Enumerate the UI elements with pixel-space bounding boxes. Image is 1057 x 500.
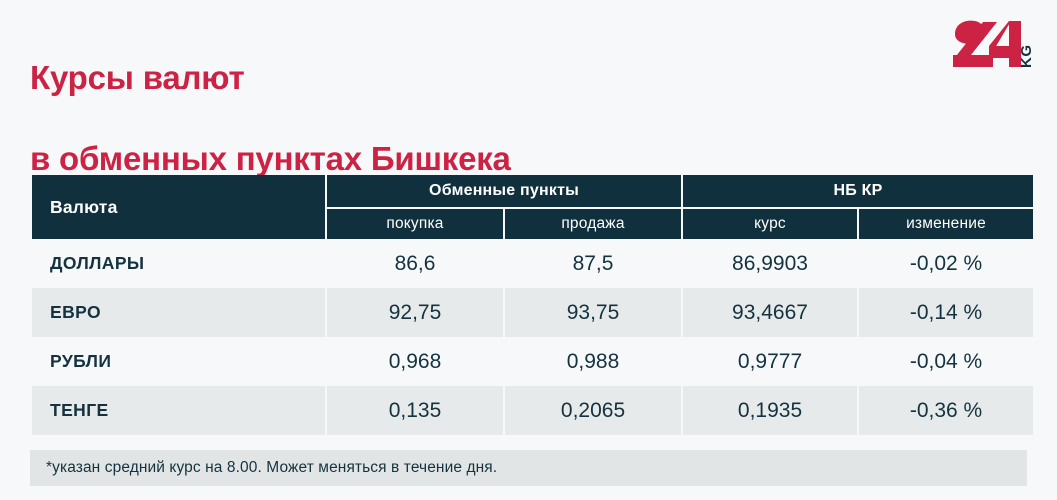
logo-24-mark	[953, 20, 1021, 67]
page-title-line-1: Курсы валют	[30, 59, 245, 97]
cell-rate: 86,9903	[683, 239, 858, 288]
cell-change: -0,02 %	[859, 239, 1034, 288]
cell-buy: 0,968	[327, 337, 503, 386]
column-group-national-bank: НБ КР	[683, 175, 1034, 209]
logo-kg-mark: KG	[1018, 45, 1035, 69]
table-header-group-row: Валюта Обменные пункты НБ КР	[32, 175, 1034, 239]
page-title: Курсы валют в обменных пунктах Бишкека	[30, 18, 1027, 219]
column-header-sell: продажа	[505, 209, 682, 239]
cell-rate: 0,9777	[683, 337, 858, 386]
cell-buy: 0,135	[327, 386, 503, 435]
table-row: РУБЛИ 0,968 0,988 0,9777 -0,04 %	[32, 337, 1034, 386]
column-header-buy: покупка	[327, 209, 503, 239]
page-title-line-2: в обменных пунктах Бишкека	[30, 139, 511, 177]
column-group-exchange-points: Обменные пункты	[327, 175, 682, 209]
cell-sell: 0,988	[505, 337, 682, 386]
table-header-sub-row: покупка продажа курс изменение	[32, 209, 1034, 239]
table-row: ТЕНГЕ 0,135 0,2065 0,1935 -0,36 %	[32, 386, 1034, 435]
cell-currency: ЕВРО	[32, 288, 325, 337]
table-head: Валюта Обменные пункты НБ КР покупка про…	[32, 175, 1034, 239]
footnote-text: *указан средний курс на 8.00. Может меня…	[46, 459, 498, 476]
cell-rate: 0,1935	[683, 386, 858, 435]
column-header-change: изменение	[859, 209, 1034, 239]
footnote-bar: *указан средний курс на 8.00. Может меня…	[30, 450, 1027, 486]
table-body: ДОЛЛАРЫ 86,6 87,5 86,9903 -0,02 % ЕВРО 9…	[32, 239, 1034, 435]
cell-change: -0,36 %	[859, 386, 1034, 435]
column-header-currency: Валюта	[32, 175, 325, 239]
cell-change: -0,14 %	[859, 288, 1034, 337]
column-header-rate: курс	[683, 209, 858, 239]
cell-currency: ДОЛЛАРЫ	[32, 239, 325, 288]
svg-text:KG: KG	[1018, 45, 1035, 69]
cell-sell: 87,5	[505, 239, 682, 288]
cell-rate: 93,4667	[683, 288, 858, 337]
header: Курсы валют в обменных пунктах Бишкека н…	[30, 18, 1027, 258]
table-row: ЕВРО 92,75 93,75 93,4667 -0,14 %	[32, 288, 1034, 337]
table-row: ДОЛЛАРЫ 86,6 87,5 86,9903 -0,02 %	[32, 239, 1034, 288]
cell-buy: 92,75	[327, 288, 503, 337]
exchange-rates-table: Валюта Обменные пункты НБ КР покупка про…	[30, 175, 1035, 435]
cell-sell: 0,2065	[505, 386, 682, 435]
cell-currency: РУБЛИ	[32, 337, 325, 386]
cell-buy: 86,6	[327, 239, 503, 288]
cell-change: -0,04 %	[859, 337, 1034, 386]
cell-currency: ТЕНГЕ	[32, 386, 325, 435]
logo-24kg: KG	[949, 18, 1041, 74]
cell-sell: 93,75	[505, 288, 682, 337]
